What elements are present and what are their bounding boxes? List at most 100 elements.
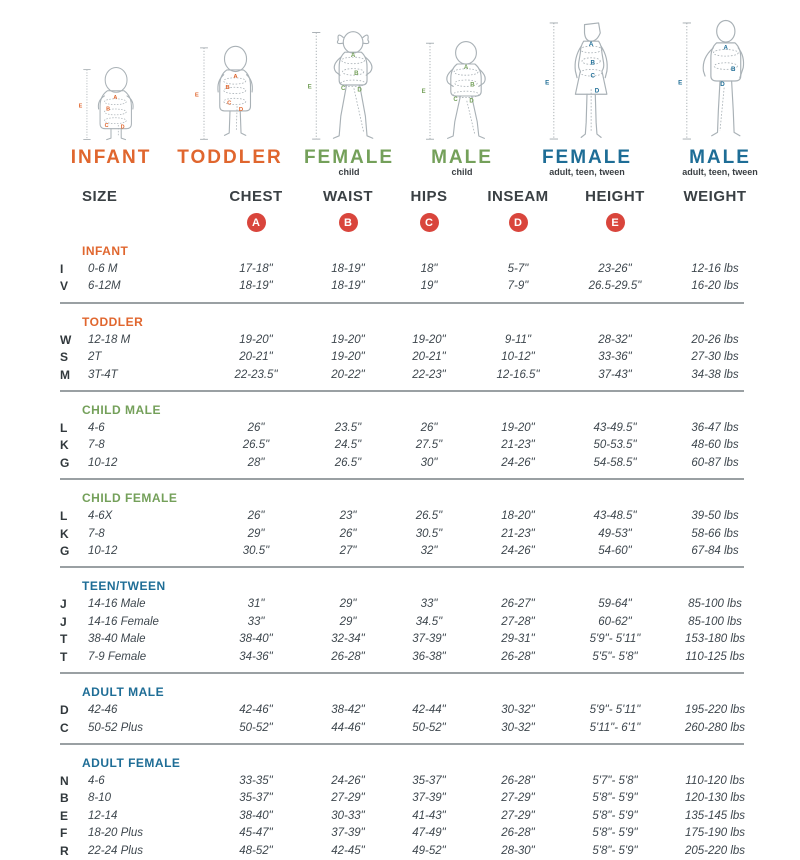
row-code: M (60, 367, 70, 382)
row-cell-inseam: 30-32" (501, 704, 535, 717)
row-cell-height: 23-26" (598, 263, 632, 275)
row-cell-height: 5'9"- 5'11" (589, 633, 641, 646)
row-cell-waist: 27" (339, 545, 357, 558)
row-cell-hips: 42-44" (412, 704, 446, 717)
row-cell-inseam: 27-28" (501, 615, 535, 628)
chest-marker-a: A (351, 52, 356, 59)
row-cell-hips: 49-52" (412, 844, 446, 857)
row-cell-waist: 20-22" (331, 368, 365, 381)
row-size-label: 18-20 Plus (88, 827, 143, 840)
row-size-label: 14-16 Female (88, 615, 159, 628)
row-cell-inseam: 26-28" (501, 827, 535, 840)
row-cell-height: 5'9"- 5'11" (589, 704, 641, 717)
section-title: TEEN/TWEEN (82, 579, 166, 594)
row-cell-height: 43-49.5" (593, 422, 637, 435)
inseam-marker-d: D (121, 125, 125, 131)
row-size-label: 12-18 M (88, 333, 131, 346)
row-cell-waist: 26-28" (331, 650, 365, 663)
row-cell-hips: 26.5" (415, 510, 443, 523)
row-cell-height: 5'8"- 5'9" (592, 792, 638, 805)
hips-badge-c: C (419, 213, 439, 232)
row-code: G (60, 455, 70, 470)
row-cell-hips: 19-20" (412, 333, 446, 346)
toddler-body-diagram: E A B C D (195, 45, 253, 140)
section-divider (60, 742, 744, 745)
figure-legend: E A B C D INFANT E A B C (0, 0, 800, 178)
row-code: T (60, 649, 68, 664)
figure-label-male-adult: MALE (689, 147, 751, 168)
row-size-label: 3T-4T (88, 368, 118, 381)
row-cell-hips: 32" (420, 545, 438, 558)
row-cell-inseam: 26-27" (501, 598, 535, 611)
row-cell-inseam: 5-7" (507, 263, 529, 275)
row-cell-chest: 26" (247, 422, 265, 435)
row-code: E (60, 808, 69, 823)
row-cell-waist: 19-20" (331, 351, 365, 364)
row-cell-chest: 33-35" (239, 774, 273, 787)
figure-sublabel-male-child: child (451, 167, 473, 177)
row-cell-weight: 36-47 lbs (691, 422, 739, 435)
row-cell-hips: 33" (420, 598, 438, 611)
row-size-label: 12-14 (88, 809, 118, 822)
row-cell-hips: 27.5" (415, 439, 443, 452)
chest-marker-a: A (464, 65, 469, 71)
row-cell-chest: 42-46" (239, 704, 273, 717)
chest-marker-a: A (589, 41, 594, 48)
infant-body-diagram: E A B C D (79, 66, 134, 141)
row-cell-chest: 20-21" (239, 351, 273, 364)
row-cell-height: 37-43" (598, 368, 632, 381)
row-cell-chest: 28" (247, 456, 265, 469)
row-cell-waist: 29" (339, 615, 357, 628)
waist-marker-b: B (226, 85, 230, 91)
row-cell-waist: 42-45" (331, 844, 365, 857)
row-size-label: 6-12M (88, 280, 121, 293)
row-cell-waist: 27-29" (331, 792, 365, 805)
hips-marker-c: C (453, 97, 458, 103)
row-cell-inseam: 28-30" (501, 844, 535, 857)
row-code: J (60, 614, 67, 629)
height-marker-e: E (308, 83, 312, 90)
inseam-marker-d: D (357, 87, 362, 94)
column-header-weight: WEIGHT (683, 188, 747, 205)
row-cell-waist: 32-34" (331, 633, 365, 646)
row-cell-waist: 30-33" (331, 809, 365, 822)
row-cell-weight: 48-60 lbs (691, 439, 739, 452)
figure-toddler: E A B C D TODDLER (170, 40, 290, 178)
height-marker-e: E (79, 104, 83, 110)
row-cell-height: 50-53.5" (593, 439, 637, 452)
row-code: N (60, 773, 69, 788)
row-cell-chest: 45-47" (239, 827, 273, 840)
row-size-label: 4-6 (88, 774, 105, 787)
row-cell-chest: 34-36" (239, 650, 273, 663)
row-cell-inseam: 29-31" (501, 633, 535, 646)
row-cell-weight: 205-220 lbs (684, 844, 746, 857)
figure-label-infant: INFANT (70, 147, 152, 168)
row-cell-height: 5'8"- 5'9" (592, 844, 638, 857)
row-cell-waist: 24-26" (331, 774, 365, 787)
row-cell-weight: 34-38 lbs (691, 368, 739, 381)
column-header-size: SIZE (82, 188, 118, 205)
row-code: L (60, 421, 68, 436)
male-child-body-diagram: E A B C D (422, 41, 486, 140)
figure-sublabel-female-adult: adult, teen, tween (549, 167, 625, 177)
inseam-marker-d: D (469, 98, 474, 104)
row-cell-height: 54-60" (598, 545, 632, 558)
row-size-label: 8-10 (88, 792, 112, 805)
row-cell-inseam: 30-32" (501, 721, 535, 734)
chest-marker-a: A (113, 95, 117, 101)
row-cell-inseam: 10-12" (501, 351, 535, 364)
row-size-label: 7-8 (88, 439, 105, 452)
row-size-label: 0-6 M (88, 263, 118, 275)
row-cell-chest: 50-52" (239, 721, 273, 734)
row-size-label: 10-12 (88, 545, 118, 558)
row-cell-hips: 35-37" (412, 774, 446, 787)
row-cell-inseam: 26-28" (501, 650, 535, 663)
row-cell-hips: 34.5" (415, 615, 443, 628)
row-cell-inseam: 24-26" (501, 456, 535, 469)
row-code: B (60, 791, 69, 806)
section-title: TODDLER (82, 314, 144, 329)
section-title: CHILD MALE (82, 403, 161, 418)
row-cell-weight: 260-280 lbs (684, 721, 746, 734)
height-marker-e: E (195, 93, 199, 99)
inseam-marker-d: D (720, 81, 725, 88)
